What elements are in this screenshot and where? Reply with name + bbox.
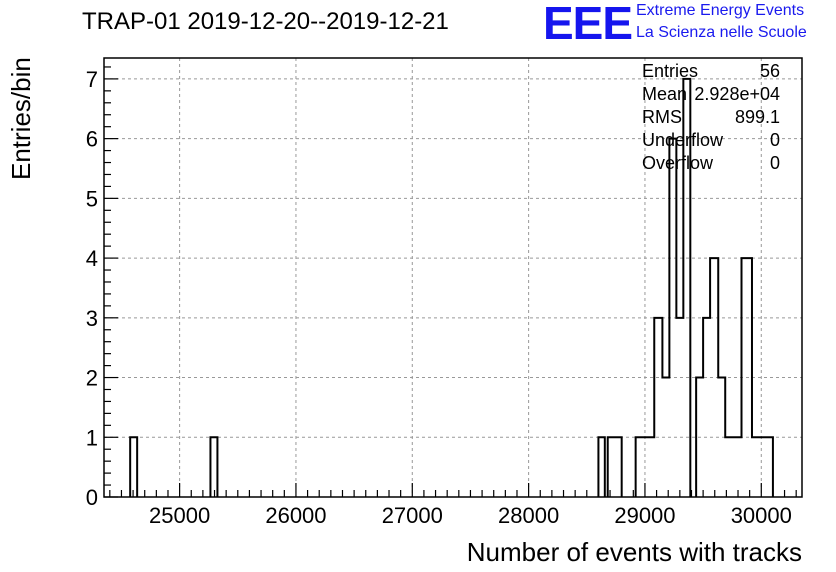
histogram-outline [129, 77, 774, 497]
stat-value: 2.928e+04 [694, 84, 780, 104]
histogram-bin [676, 318, 683, 497]
y-tick-label: 6 [86, 127, 98, 152]
x-tick-label: 28000 [498, 503, 559, 528]
x-tick-label: 25000 [149, 503, 210, 528]
stat-value: 0 [769, 153, 780, 173]
y-axis-label: Entries/bin [6, 57, 36, 180]
histogram-bin [703, 318, 710, 497]
stat-value: 0 [769, 130, 780, 150]
x-tick-label: 27000 [382, 503, 443, 528]
stats-box: Entries 56 Mean 2.928e+04 RMS 899.1 Unde… [642, 60, 780, 175]
stat-value: 56 [759, 61, 780, 81]
y-tick-label: 2 [86, 366, 98, 391]
histogram-bin [725, 437, 741, 497]
plot-frame [103, 57, 803, 498]
stat-label: Mean [642, 84, 688, 104]
x-tick-label: 29000 [614, 503, 675, 528]
y-tick-label: 7 [86, 67, 98, 92]
y-tick-label: 4 [86, 246, 98, 271]
histogram-bin [654, 318, 662, 497]
x-tick-label: 30000 [731, 503, 792, 528]
stat-label: RMS [642, 107, 682, 127]
stat-value: 899.1 [734, 107, 780, 127]
y-tick-label: 1 [86, 425, 98, 450]
histogram-bin [210, 437, 217, 497]
stat-label: Underflow [642, 130, 724, 150]
stat-row-mean: Mean 2.928e+04 [642, 83, 780, 106]
chart-title: TRAP-01 2019-12-20--2019-12-21 [82, 8, 449, 35]
stat-label: Entries [642, 61, 699, 81]
stat-row-entries: Entries 56 [642, 60, 780, 83]
stat-label: Overflow [642, 153, 714, 173]
histogram-bin [608, 437, 622, 497]
y-tick-label: 5 [86, 186, 98, 211]
stat-row-overflow: Overflow 0 [642, 152, 780, 175]
y-tick-label: 3 [86, 306, 98, 331]
logo-line-1: Extreme Energy Events [636, 2, 805, 19]
stat-row-underflow: Underflow 0 [642, 129, 780, 152]
eee-logo-mark: EEE [543, 0, 633, 49]
histogram-bin [752, 437, 773, 497]
logo-line-2: La Scienza nelle Scuole [636, 24, 807, 41]
histogram-bin [130, 437, 137, 497]
x-tick-label: 26000 [265, 503, 326, 528]
stat-row-rms: RMS 899.1 [642, 106, 780, 129]
x-axis-label: Number of events with tracks [466, 537, 802, 567]
y-tick-label: 0 [86, 485, 98, 510]
